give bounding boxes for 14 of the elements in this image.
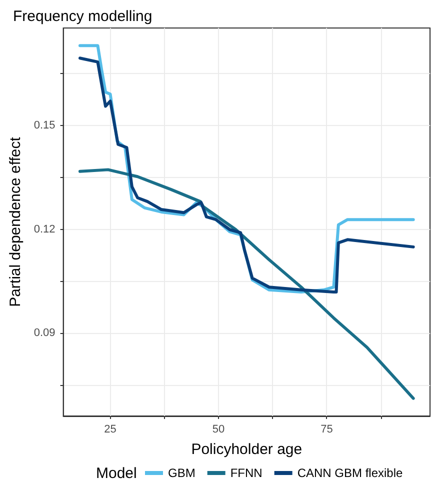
y-tick-label: 0.15: [34, 119, 56, 132]
x-axis-title: Policyholder age: [191, 441, 302, 458]
x-tick-label: 75: [320, 424, 333, 436]
y-tick-label: 0.12: [34, 223, 56, 236]
legend-title: Model: [96, 465, 137, 482]
x-tick-label: 50: [212, 424, 225, 436]
y-tick-label: 0.09: [34, 327, 56, 340]
legend-label: GBM: [168, 466, 196, 480]
line-series: [78, 168, 415, 400]
legend-label: FFNN: [230, 466, 262, 480]
legend-label: CANN GBM flexible: [297, 466, 404, 480]
chart-title: Frequency modelling: [13, 8, 152, 25]
y-axis-title: Partial dependence effect: [7, 136, 24, 307]
x-tick-label: 25: [104, 424, 116, 436]
